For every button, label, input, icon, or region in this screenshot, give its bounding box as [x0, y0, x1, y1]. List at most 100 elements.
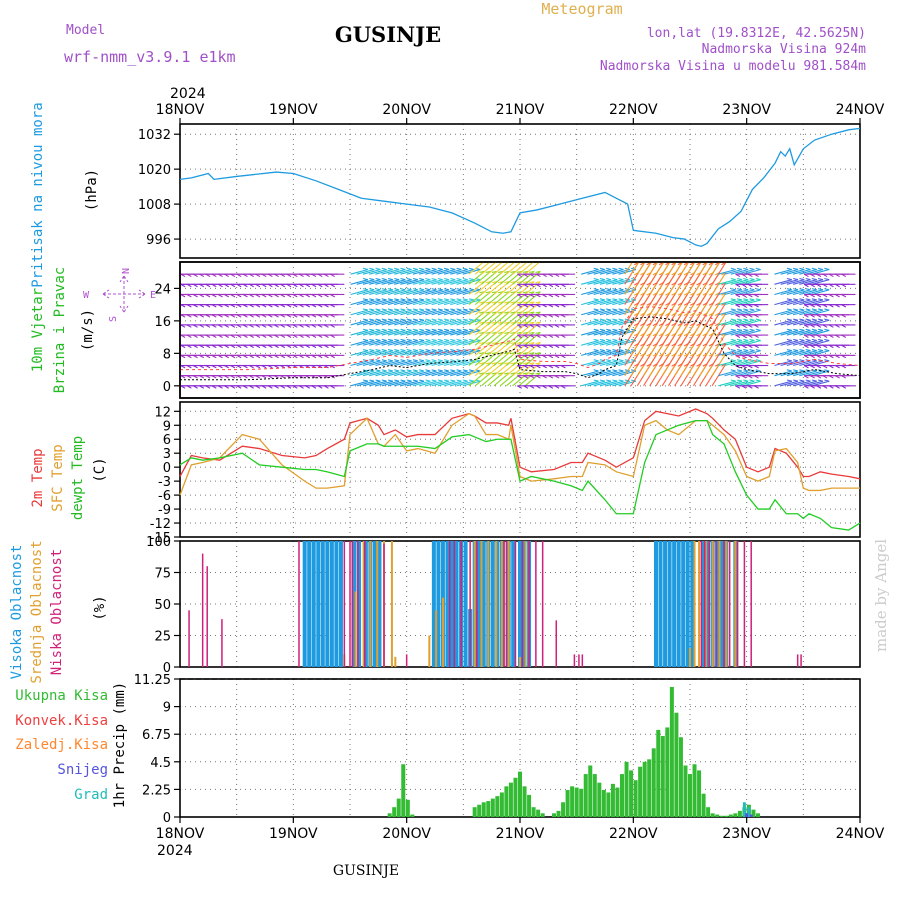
wind-arrow [605, 289, 624, 296]
wind-arrow-head [630, 288, 637, 291]
wind-arrow-head [419, 298, 425, 301]
wind-arrow-head [217, 314, 223, 318]
wind-arrow [593, 289, 612, 296]
wind-arrow-head [593, 369, 599, 372]
wind-arrow-head [554, 273, 560, 278]
wind-arrow [387, 268, 406, 275]
wind-arrow-head [236, 314, 242, 318]
wind-arrow-head [267, 324, 273, 328]
wind-arrow-head [261, 385, 267, 389]
wind-arrow-head [554, 324, 560, 328]
wind-arrow-head [560, 354, 566, 359]
wind-arrow-head [437, 379, 443, 382]
wind-arrow [518, 281, 535, 295]
wind-arrow [518, 291, 535, 306]
y-tick-label: 2.25 [142, 783, 171, 798]
wind-arrow-head [741, 334, 747, 338]
wind-arrow-head [456, 277, 462, 281]
mid-cloud-bar [480, 541, 483, 667]
wind-arrow-head [730, 359, 736, 362]
wind-arrow-head [394, 359, 400, 362]
wind-arrow-head [419, 328, 425, 331]
wind-arrow-head [810, 283, 815, 288]
wind-arrow [518, 372, 535, 387]
wind-arrow-head [816, 283, 822, 288]
wind-arrow [387, 279, 406, 285]
wind-arrow [406, 360, 425, 367]
wind-arrow [369, 299, 387, 306]
precip-total-bar [405, 799, 410, 817]
wind-arrow-head [793, 369, 799, 372]
wind-arrow-head [186, 344, 192, 349]
wind-arrow [406, 370, 425, 377]
wind-arrow-head [236, 283, 242, 288]
wind-arrow [362, 279, 381, 285]
high-cloud-bar [495, 541, 500, 667]
wind-arrow-head [822, 283, 828, 288]
x-tick-label-top: 22NOV [609, 102, 658, 118]
wind-arrow-head [485, 331, 491, 334]
wind-arrow-head [224, 365, 230, 369]
wind-arrow-head [755, 338, 761, 342]
high-cloud-bar [334, 541, 339, 667]
wind-arrow [774, 279, 792, 285]
wind-arrow-head [462, 379, 468, 382]
precip-total-bar [410, 814, 415, 817]
wind-arrow-head [431, 308, 437, 311]
y-tick-label: 24 [154, 282, 171, 297]
wind-arrow-head [369, 267, 375, 271]
wind-arrow [792, 279, 811, 285]
wind-arrow [799, 329, 817, 336]
wind-arrow [593, 319, 612, 326]
wind-arrow-head [516, 301, 522, 304]
wind-arrow [456, 319, 475, 326]
high-cloud-bar [490, 541, 495, 667]
wind-arrow-head [517, 365, 522, 369]
wind-arrow-head [305, 334, 311, 338]
wind-arrow [780, 279, 799, 285]
precip-total-bar [610, 783, 615, 817]
wind-arrow-head [803, 314, 809, 318]
wind-arrow [718, 329, 736, 336]
precip-total-bar [624, 761, 629, 817]
wind-arrow-head [805, 338, 811, 342]
wind-arrow-head [323, 283, 329, 288]
wind-arrow-head [323, 324, 329, 328]
wind-arrow-head [647, 252, 651, 254]
wind-arrow-head [612, 288, 618, 291]
wind-arrow-head [816, 324, 822, 328]
wind-arrow-head [286, 375, 292, 379]
wind-arrow-head [217, 283, 223, 288]
wind-arrow-head [517, 334, 522, 338]
wind-arrow [418, 360, 437, 367]
wind-arrow [786, 289, 805, 296]
wind-arrow [518, 301, 535, 316]
x-tick-label-bottom: 23NOV [722, 826, 771, 842]
wind-arrow-head [703, 252, 707, 254]
wind-arrow [774, 329, 792, 336]
wind-arrow-head [630, 318, 637, 321]
wind-arrow-head [618, 298, 624, 301]
wind-arrow-head [522, 372, 529, 375]
wind-arrow-head [305, 293, 311, 298]
wind-arrow-head [510, 352, 516, 355]
wind-arrow [456, 380, 475, 387]
wind-arrow-head [205, 344, 211, 349]
wind-arrow-head [431, 277, 437, 281]
wind-arrow-head [805, 288, 811, 291]
mid-cloud-bar [495, 541, 498, 667]
wind-arrow-head [330, 334, 335, 338]
wind-arrow-head [298, 385, 304, 389]
wind-arrow-head [425, 349, 431, 352]
wind-arrow-head [730, 328, 736, 331]
wind-arrow-head [180, 293, 186, 298]
wind-arrow-head [406, 298, 412, 301]
wind-arrow-head [192, 365, 198, 369]
high-cloud-bar [338, 541, 343, 667]
wind-arrow-head [755, 369, 761, 372]
wind-arrow-head [192, 354, 198, 359]
wind-arrow-head [736, 308, 743, 311]
low-cloud-bar [800, 654, 802, 667]
precip-total-bar [615, 787, 620, 817]
wind-arrow [743, 299, 761, 306]
